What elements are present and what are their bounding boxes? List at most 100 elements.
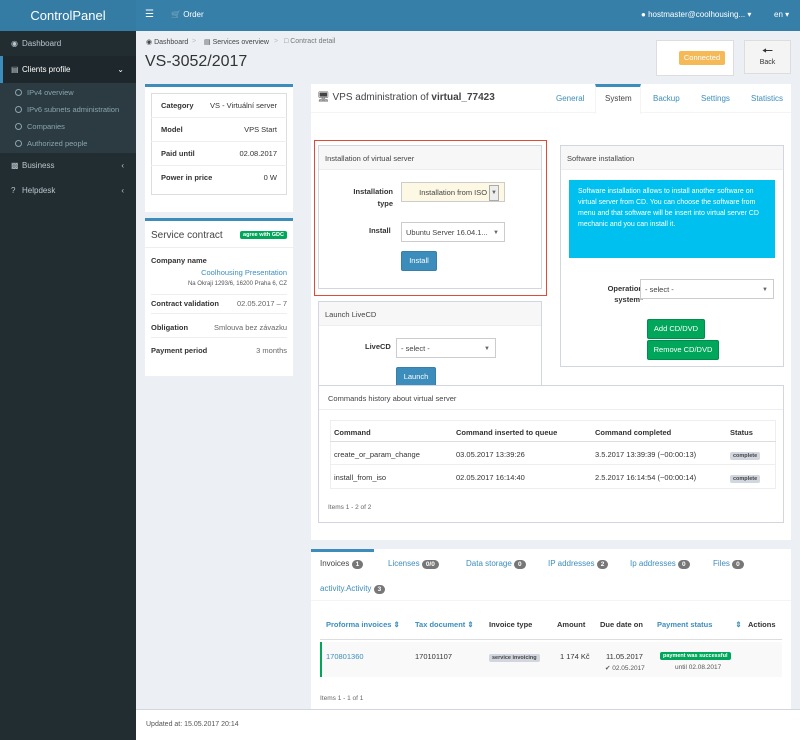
invoice-type-badge: service invoicing xyxy=(489,654,540,662)
tab-licenses[interactable]: Licenses 0/0 xyxy=(388,559,439,569)
info-model: Model VPS Start xyxy=(151,118,287,142)
clients-submenu: IPv4 overview IPv6 subnets administratio… xyxy=(0,83,136,153)
tab-ip-addresses[interactable]: IP addresses 2 xyxy=(548,559,609,569)
sidebar-item-authorized-people[interactable]: Authorized people xyxy=(0,135,136,152)
list-icon: ▤ xyxy=(204,39,211,46)
installation-box: Installation of virtual server Installat… xyxy=(318,145,542,289)
monitor-icon: 🖥 xyxy=(317,92,330,103)
software-info-callout: Software installation allows to install … xyxy=(569,180,775,258)
circle-icon xyxy=(15,140,22,147)
tab-invoices[interactable]: Invoices 1 xyxy=(320,559,364,569)
company-address: Na Okraji 1293/6, 16200 Praha 6, CZ xyxy=(187,281,287,287)
history-row-1-command: create_or_param_change xyxy=(334,450,420,459)
status-badge: complete xyxy=(730,475,761,483)
circle-icon xyxy=(15,89,22,96)
arrow-left-icon: 🠔 xyxy=(761,43,774,58)
lower-tabs-panel: Invoices 1 Licenses 0/0 Data storage 0 I… xyxy=(311,549,791,709)
sidebar-item-ipv6[interactable]: IPv6 subnets administration xyxy=(0,101,136,118)
main-content: ◉ Dashboard > ▤ Services overview > □ Co… xyxy=(136,31,800,709)
history-table xyxy=(330,420,776,489)
installation-type-select[interactable]: Installation from ISO i ▼ xyxy=(401,182,505,202)
order-link[interactable]: 🛒 Order xyxy=(171,10,204,19)
vps-admin-panel: 🖥 VPS administration of virtual_77423 Ge… xyxy=(311,84,791,540)
caret-down-icon: ▼ xyxy=(762,287,768,293)
service-contract-box: Service contract agree with GDC Company … xyxy=(145,218,293,376)
proforma-link[interactable]: 170801360 xyxy=(326,652,364,661)
language-select[interactable]: en ▾ xyxy=(774,10,790,19)
dashboard-icon: ◉ xyxy=(146,39,153,46)
col-proforma[interactable]: Proforma invoices ⇕ xyxy=(326,620,400,629)
info-paid-until: Paid until 02.08.2017 xyxy=(151,142,287,166)
commands-history-box: Commands history about virtual server Co… xyxy=(318,385,784,523)
caret-down-icon: ▼ xyxy=(493,230,499,236)
operation-system-select[interactable]: - select - ▼ xyxy=(640,279,774,299)
tab-settings[interactable]: Settings xyxy=(701,94,730,103)
menu-toggle-icon[interactable]: ☰ xyxy=(145,9,154,20)
payment-status-badge: payment was successful xyxy=(660,652,731,660)
tab-system[interactable]: System xyxy=(605,94,632,103)
sidebar-item-dashboard[interactable]: ◉ Dashboard xyxy=(0,31,136,56)
sidebar-item-helpdesk[interactable]: ? Helpdesk ‹ xyxy=(0,178,136,203)
add-cd-button[interactable]: Add CD/DVD xyxy=(647,319,705,339)
sidebar-item-business[interactable]: ▩ Business ‹ xyxy=(0,153,136,178)
caret-down-icon: ▼ xyxy=(484,346,490,352)
remove-cd-button[interactable]: Remove CD/DVD xyxy=(647,340,719,360)
info-category: Category VS - Virtuální server xyxy=(151,94,287,118)
user-menu[interactable]: ● hostmaster@coolhousing... ▾ xyxy=(641,10,752,19)
breadcrumb-dashboard[interactable]: ◉ Dashboard xyxy=(146,39,189,46)
brand-logo[interactable]: ControlPanel xyxy=(0,0,136,31)
install-button[interactable]: Install xyxy=(401,251,437,271)
install-image-select[interactable]: Ubuntu Server 16.04.1... ▼ xyxy=(401,222,505,242)
circle-icon xyxy=(15,123,22,130)
sort-icon: ⇕ xyxy=(467,620,474,629)
gdc-badge: agree with GDC xyxy=(240,231,287,239)
tab-activity[interactable]: activity.Activity 3 xyxy=(320,584,386,594)
sidebar: ◉ Dashboard ▤ Clients profile ⌄ IPv4 overvi… xyxy=(0,31,136,740)
tab-general[interactable]: General xyxy=(556,94,585,103)
info-power: Power in price 0 W xyxy=(161,173,277,182)
breadcrumb-services[interactable]: ▤ Services overview xyxy=(204,39,269,46)
chevron-down-icon: ⌄ xyxy=(117,65,124,74)
col-payment-status[interactable]: Payment status ⇕ xyxy=(657,620,742,629)
livecd-box: Launch LiveCD LiveCD - select - ▼ Launch xyxy=(318,301,542,399)
footer: Updated at: 15.05.2017 20:14 xyxy=(136,709,800,740)
chevron-left-icon: ‹ xyxy=(121,186,124,195)
vps-title: 🖥 VPS administration of virtual_77423 xyxy=(317,92,495,103)
sort-icon: ⇕ xyxy=(735,620,742,629)
tab-files[interactable]: Files 0 xyxy=(713,559,744,569)
service-info-box: Category VS - Virtuální server Model VPS S… xyxy=(145,84,293,212)
launch-button[interactable]: Launch xyxy=(396,367,436,387)
circle-icon xyxy=(15,106,22,113)
contract-title: Service contract xyxy=(151,230,223,241)
software-install-box: Software installation Software installat… xyxy=(560,145,784,367)
dashboard-icon: ◉ xyxy=(11,39,18,48)
sidebar-item-clients-profile[interactable]: ▤ Clients profile ⌄ xyxy=(0,56,136,83)
tab-statistics[interactable]: Statistics xyxy=(751,94,784,103)
check-icon: ✔ xyxy=(605,665,611,672)
cart-icon: 🛒 xyxy=(171,10,181,19)
sidebar-item-companies[interactable]: Companies xyxy=(0,118,136,135)
history-row-2-command: install_from_iso xyxy=(334,473,387,482)
sidebar-item-ipv4[interactable]: IPv4 overview xyxy=(0,84,136,101)
chevron-left-icon: ‹ xyxy=(121,161,124,170)
company-link[interactable]: Coolhousing Presentation xyxy=(201,268,287,277)
tab-ip-addresses-2[interactable]: Ip addresses 0 xyxy=(630,559,690,569)
livecd-select[interactable]: - select - ▼ xyxy=(396,338,496,358)
user-icon: ● xyxy=(641,10,646,19)
top-navbar: ControlPanel ☰ 🛒 Order ● hostmaster@cool… xyxy=(0,0,800,31)
list-icon: ▤ xyxy=(11,65,19,74)
chevron-down-icon: ▼ xyxy=(489,185,499,201)
install-highlight xyxy=(314,140,547,296)
page-title: VS-3052/2017 xyxy=(145,53,248,70)
status-badge: Connected xyxy=(679,51,725,65)
tab-data-storage[interactable]: Data storage 0 xyxy=(466,559,526,569)
sort-icon: ⇕ xyxy=(393,620,400,629)
status-badge: complete xyxy=(730,452,761,460)
question-icon: ? xyxy=(11,186,16,195)
breadcrumb-contract-detail: □ Contract detail xyxy=(284,38,336,45)
back-button[interactable]: 🠔 Back xyxy=(744,40,791,74)
document-icon: □ xyxy=(284,38,289,45)
col-tax-document[interactable]: Tax document ⇕ xyxy=(415,620,474,629)
money-icon: ▩ xyxy=(11,161,19,170)
tab-backup[interactable]: Backup xyxy=(653,94,680,103)
